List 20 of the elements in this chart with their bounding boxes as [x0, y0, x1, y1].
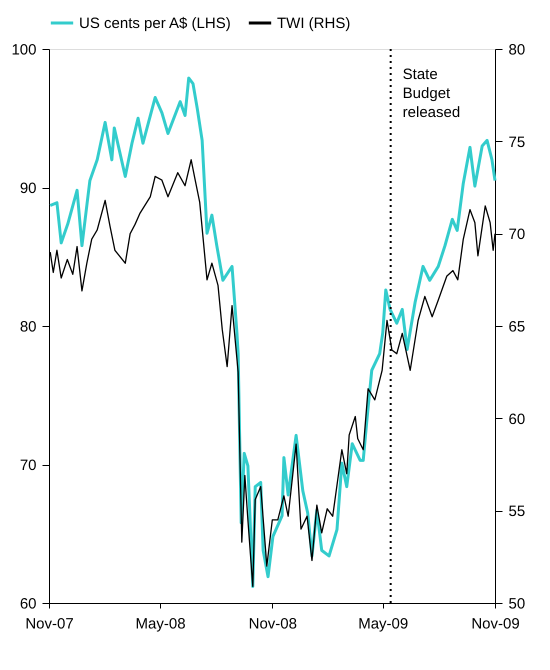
y2-tick-label: 60 — [508, 410, 526, 428]
y2-tick-label: 75 — [508, 134, 526, 151]
legend-label: US cents per A$ (LHS) — [79, 15, 231, 32]
x-tick-label: May-08 — [136, 616, 186, 632]
x-tick-label: Nov-09 — [471, 616, 520, 632]
y2-tick-label: 70 — [508, 226, 526, 244]
y2-tick-label: 65 — [508, 318, 526, 336]
y-tick-label: 100 — [11, 42, 36, 58]
y-tick-label: 80 — [20, 318, 36, 336]
y2-tick-label: 55 — [508, 503, 526, 520]
x-tick-label: Nov-07 — [25, 616, 74, 632]
y2-tick-label: 80 — [508, 42, 526, 58]
x-tick-label: May-09 — [358, 616, 408, 632]
y-tick-label: 60 — [20, 596, 36, 612]
ref-line-label: State Budget released — [402, 66, 460, 121]
x-tick-label: Nov-08 — [248, 616, 297, 632]
y2-tick-label: 50 — [508, 596, 526, 612]
y-tick-label: 70 — [20, 457, 36, 474]
legend-label: TWI (RHS) — [277, 15, 350, 32]
y-tick-label: 90 — [20, 180, 36, 197]
